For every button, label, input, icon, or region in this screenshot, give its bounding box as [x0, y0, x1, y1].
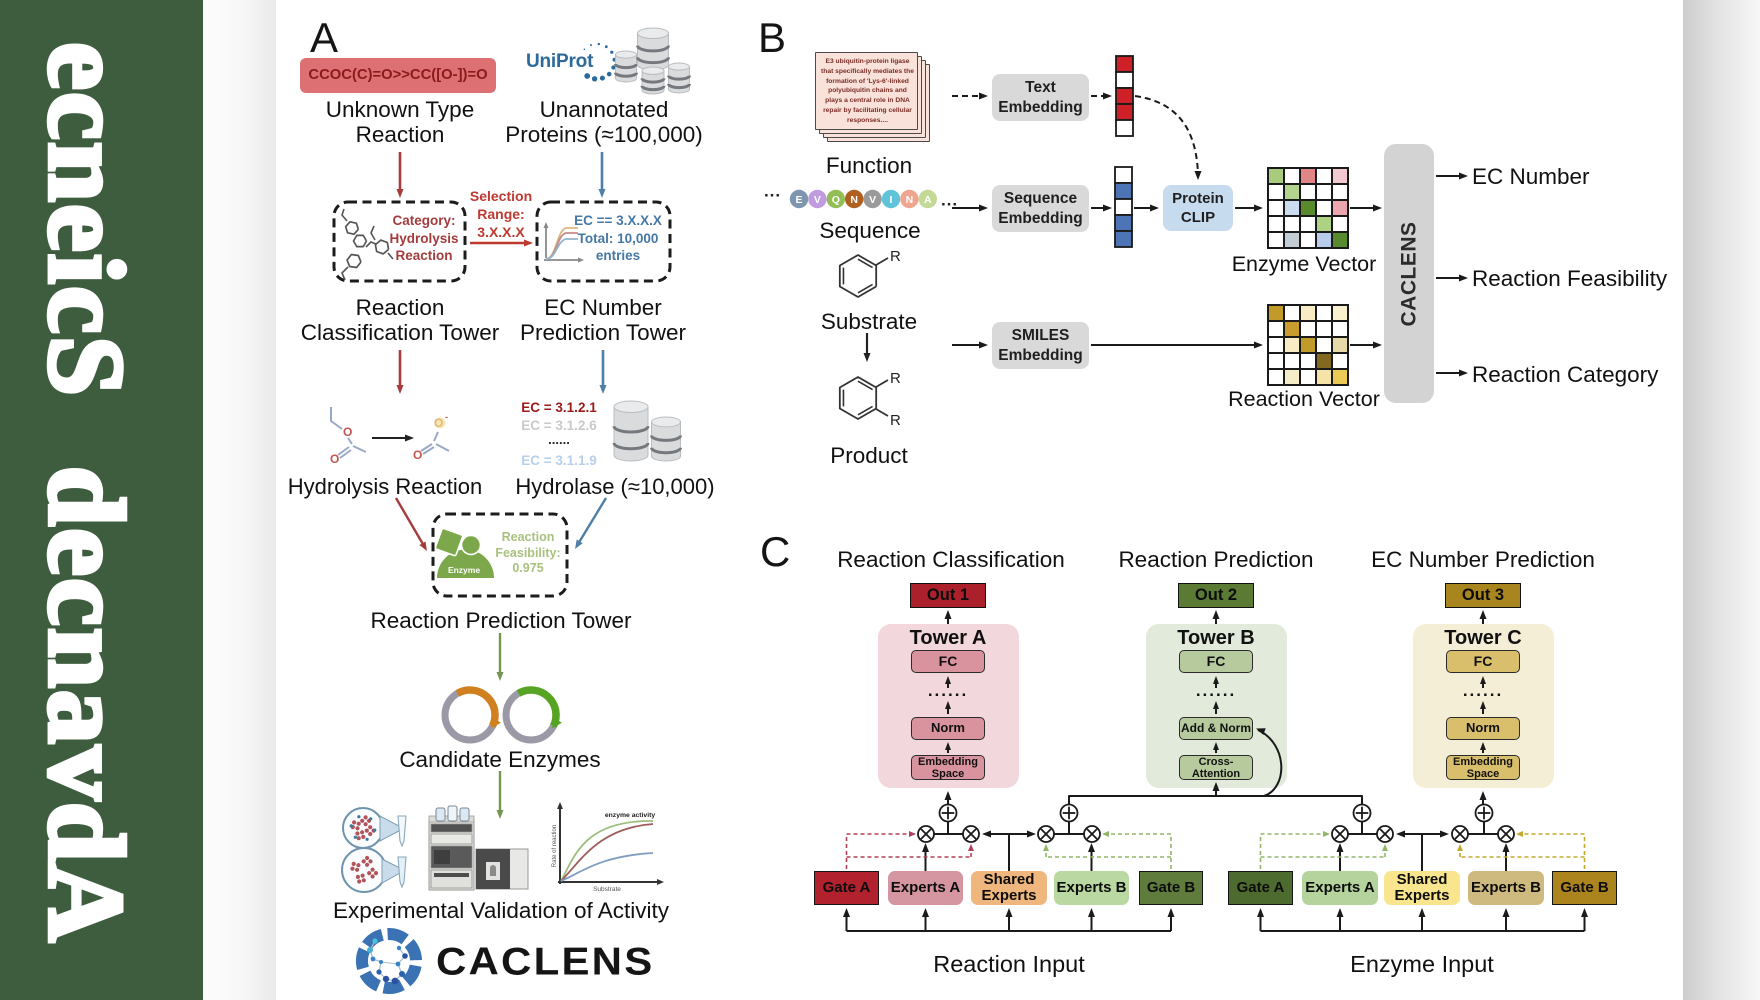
- svg-text:N: N: [906, 194, 914, 206]
- svg-text:A: A: [924, 194, 932, 206]
- svg-text:Substrate: Substrate: [593, 886, 621, 893]
- svg-text:V: V: [814, 194, 821, 206]
- svg-text:I: I: [890, 194, 893, 206]
- svg-text:Q: Q: [832, 194, 840, 206]
- svg-text:enzyme activity: enzyme activity: [605, 812, 655, 819]
- svg-text:V: V: [869, 194, 876, 206]
- svg-text:Rate of reaction: Rate of reaction: [552, 825, 558, 867]
- svg-text:N: N: [850, 194, 858, 206]
